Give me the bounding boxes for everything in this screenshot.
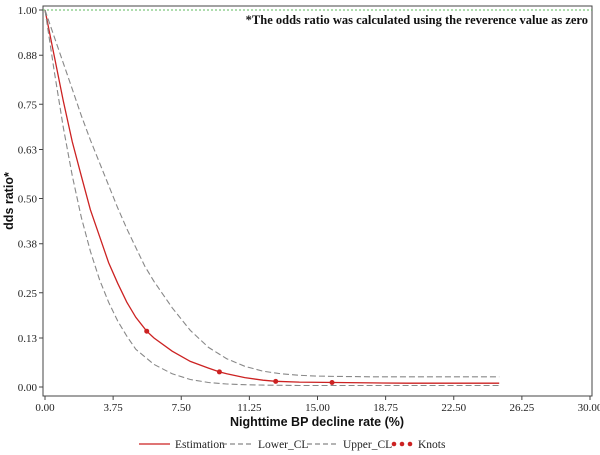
knot-point (329, 379, 335, 385)
legend-label-estimation: Estimation (175, 439, 225, 451)
y-tick-label: 0.38 (18, 239, 38, 251)
knot-point (216, 369, 222, 375)
x-tick-label: 22.50 (441, 402, 466, 414)
annotation-note: *The odds ratio was calculated using the… (246, 13, 588, 27)
legend-label-lower-cl: Lower_CL (258, 439, 308, 451)
legend-item-lower-cl: Lower_CL (222, 439, 308, 451)
x-tick-label: 0.00 (35, 402, 55, 414)
legend-swatch-knot-3 (407, 441, 413, 447)
x-tick-label: 7.50 (172, 402, 192, 414)
legend-item-knots: Knots (391, 439, 446, 451)
knots-group (144, 328, 335, 385)
legend-swatch-knot-2 (399, 441, 405, 447)
x-axis: 0.00 3.75 7.50 11.25 15.00 18.75 22.50 26.25 30.… (35, 396, 600, 414)
series-line-upper-cl (44, 9, 500, 378)
series-group (44, 9, 500, 387)
y-tick-label: 0.50 (18, 194, 38, 206)
legend: Estimation Lower_CL Upper_CL Knots (139, 439, 446, 451)
series-line-estimation (44, 9, 500, 384)
plot-area (42, 5, 593, 397)
knot-point (144, 328, 150, 334)
x-tick-label: 11.25 (237, 402, 262, 414)
x-tick-label: 3.75 (104, 402, 124, 414)
legend-item-estimation: Estimation (139, 439, 225, 451)
series-line-lower-cl (44, 9, 500, 387)
x-tick-label: 18.75 (373, 402, 398, 414)
y-tick-label: 0.75 (18, 99, 38, 111)
y-axis: 0.00 0.13 0.25 0.38 0.50 0.63 0.75 0.88 1.00 (18, 5, 43, 394)
y-tick-label: 0.13 (18, 333, 38, 345)
x-axis-title: Nighttime BP decline rate (%) (230, 415, 404, 429)
x-tick-label: 30.00 (578, 402, 600, 414)
x-tick-label: 15.00 (305, 402, 330, 414)
legend-label-upper-cl: Upper_CL (343, 439, 392, 451)
y-tick-label: 0.88 (18, 50, 38, 62)
legend-swatch-knot-1 (391, 441, 397, 447)
y-axis-title: dds ratio* (2, 172, 16, 230)
y-tick-label: 0.25 (18, 288, 38, 300)
x-tick-label: 26.25 (510, 402, 535, 414)
y-tick-label: 1.00 (18, 5, 38, 17)
legend-label-knots: Knots (418, 439, 446, 451)
y-tick-label: 0.63 (18, 144, 38, 156)
knot-point (273, 378, 279, 384)
legend-item-upper-cl: Upper_CL (307, 439, 392, 451)
y-tick-label: 0.00 (18, 382, 38, 394)
